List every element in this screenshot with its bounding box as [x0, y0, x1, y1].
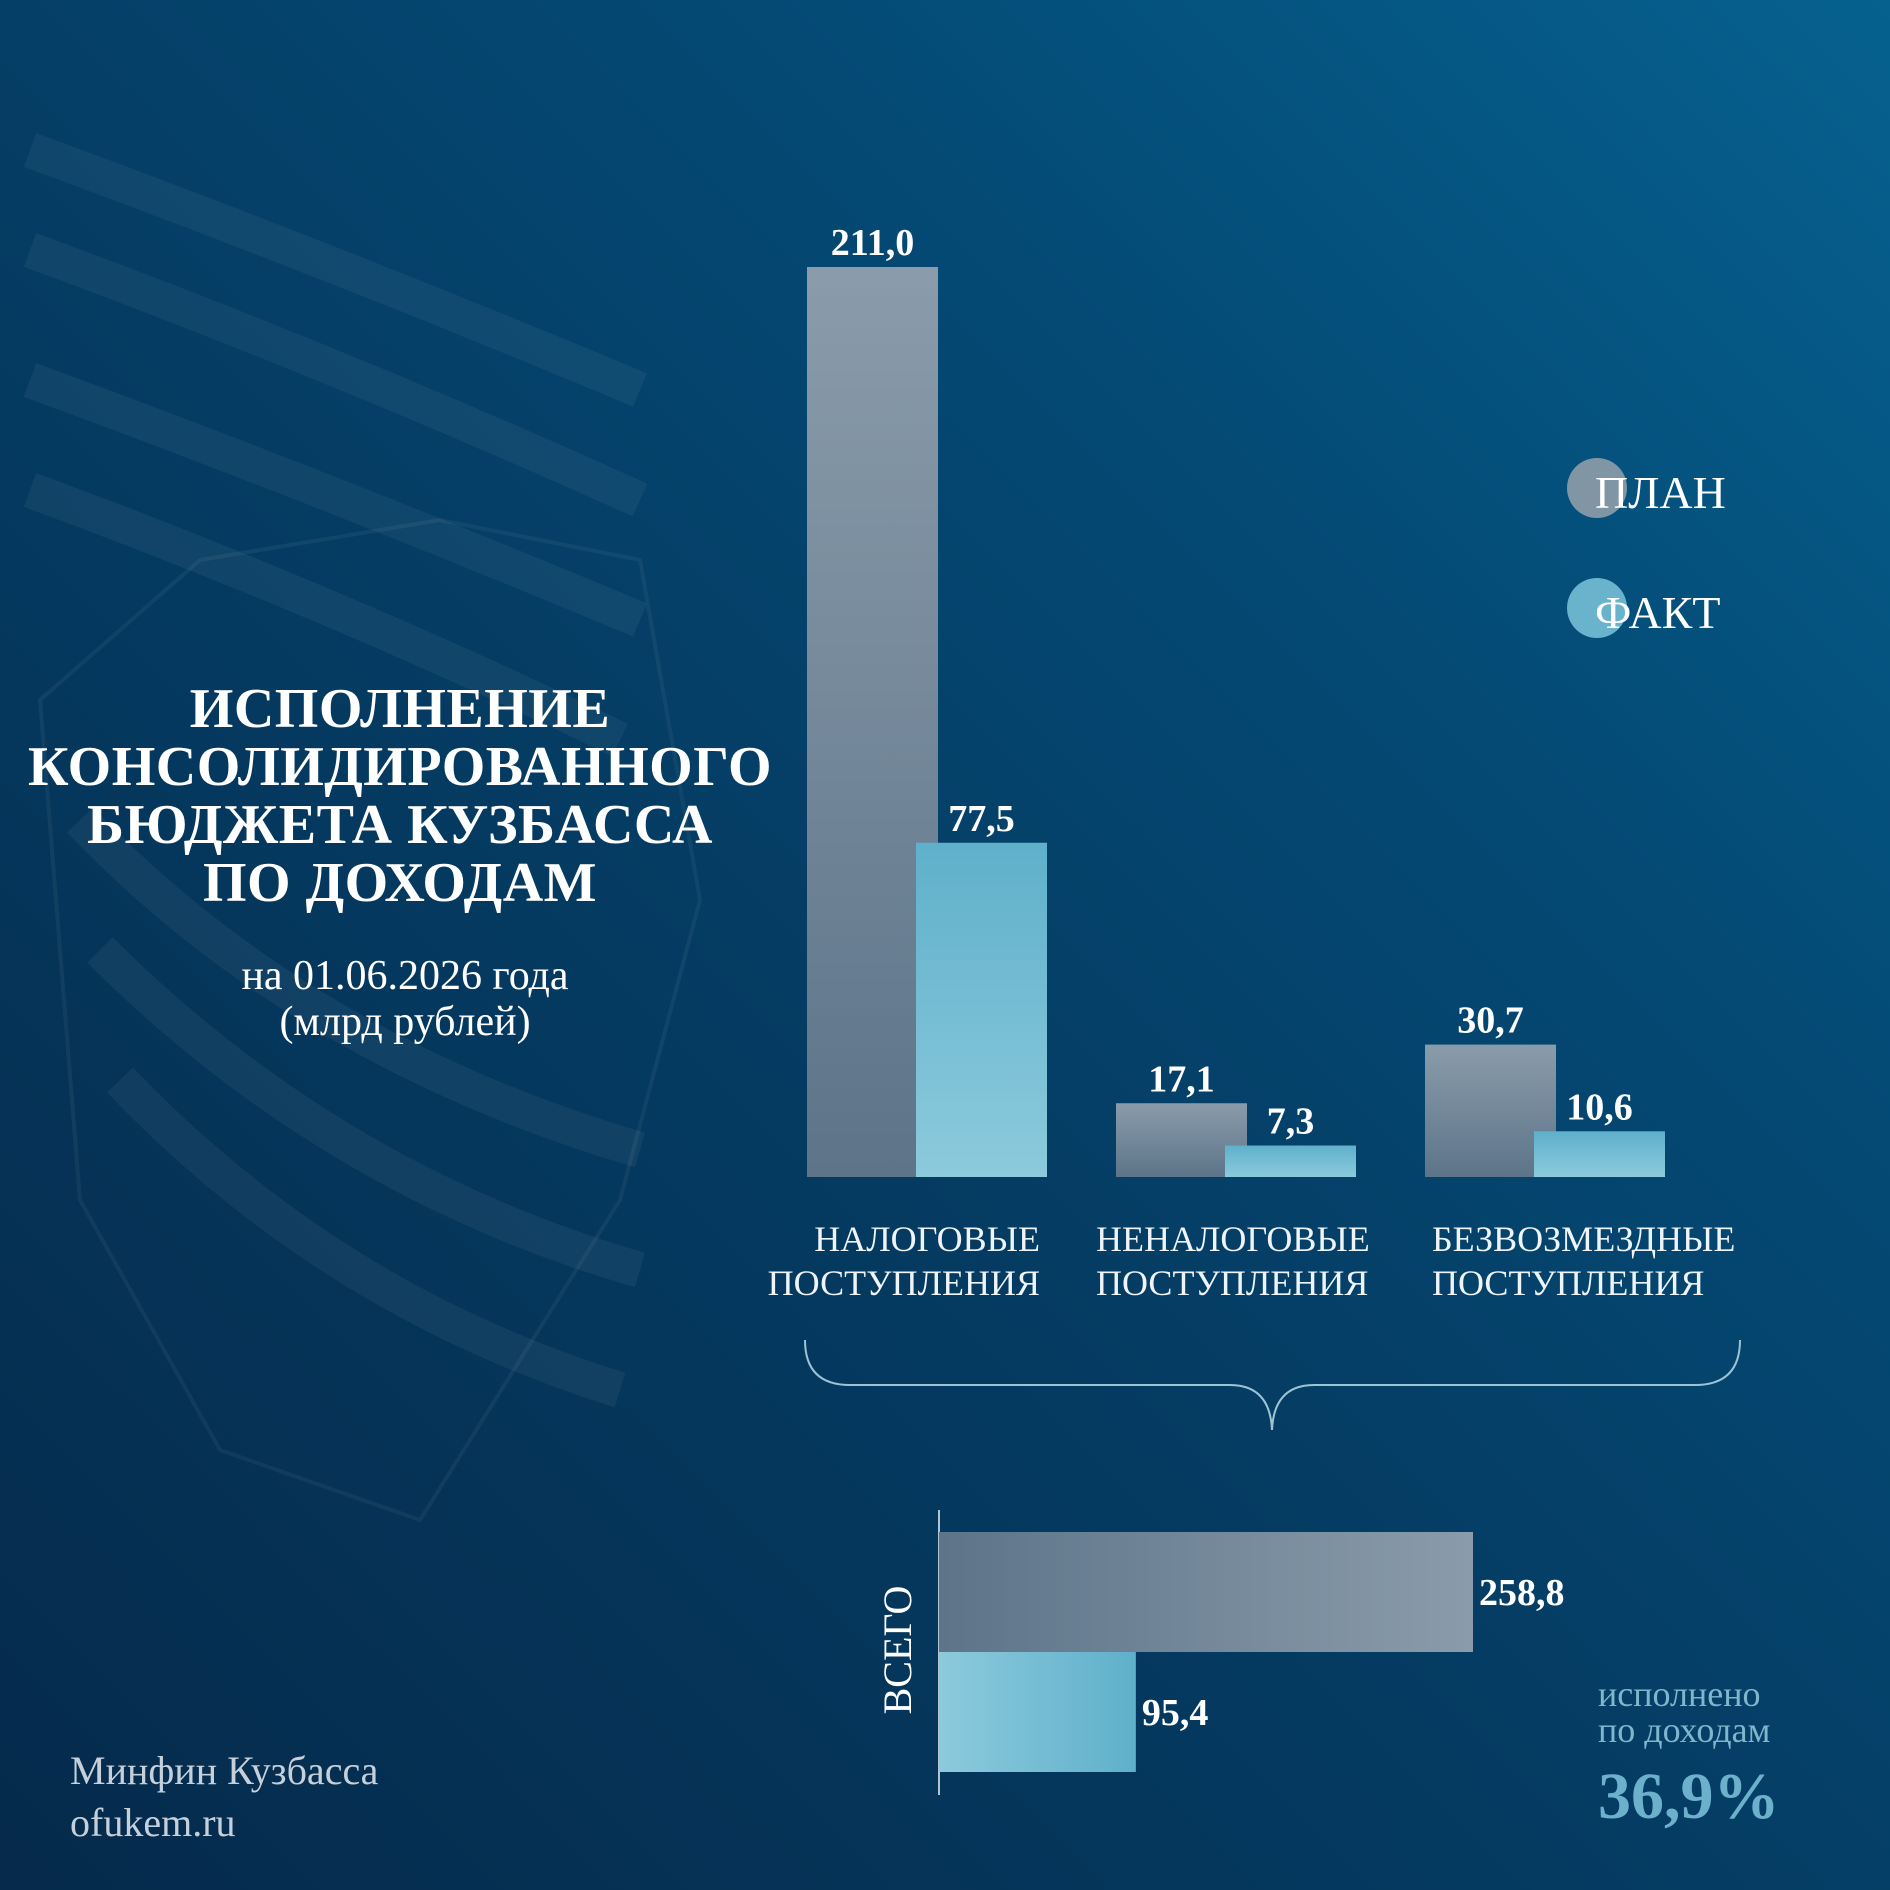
legend-fact-label: ФАКТ — [1595, 587, 1721, 638]
executed-label-line: по доходам — [1598, 1710, 1771, 1750]
legend-fact-dot — [1567, 578, 1627, 638]
fact-bar — [1534, 1131, 1665, 1177]
category-label-line: НАЛОГОВЫЕ — [814, 1219, 1040, 1259]
category-label-line: БЕЗВОЗМЕЗДНЫЕ — [1432, 1219, 1736, 1259]
subtitle-units: (млрд рублей) — [279, 999, 531, 1045]
legend-plan-label: ПЛАН — [1595, 467, 1726, 518]
category-label-grants: БЕЗВОЗМЕЗДНЫЕ ПОСТУПЛЕНИЯ — [1432, 1217, 1735, 1305]
legend-plan-dot — [1567, 458, 1627, 518]
footer-org: Минфин Кузбасса — [70, 1748, 379, 1793]
page-title: ИСПОЛНЕНИЕ КОНСОЛИДИРОВАННОГО БЮДЖЕТА КУ… — [0, 680, 800, 912]
total-plan-bar — [939, 1532, 1473, 1652]
category-label-line: НЕНАЛОГОВЫЕ — [1096, 1219, 1370, 1259]
fact-value-label: 10,6 — [1566, 1086, 1633, 1128]
plan-value-label: 211,0 — [831, 222, 914, 264]
footer-site: ofukem.ru — [70, 1800, 236, 1845]
title-line: ПО ДОХОДАМ — [202, 852, 598, 914]
fact-bar — [916, 842, 1047, 1177]
category-label-nontax: НЕНАЛОГОВЫЕ ПОСТУПЛЕНИЯ — [1096, 1217, 1370, 1305]
fact-bar — [1225, 1145, 1356, 1177]
title-line: ИСПОЛНЕНИЕ — [189, 678, 611, 740]
category-label-tax: НАЛОГОВЫЕ ПОСТУПЛЕНИЯ — [730, 1217, 1040, 1305]
fact-value-label: 7,3 — [1267, 1101, 1315, 1143]
subtitle: на 01.06.2026 года (млрд рублей) — [0, 953, 810, 1045]
total-plan-value-label: 258,8 — [1479, 1572, 1565, 1614]
category-label-line: ПОСТУПЛЕНИЯ — [1096, 1263, 1369, 1303]
category-label-line: ПОСТУПЛЕНИЯ — [1432, 1263, 1705, 1303]
executed-label: исполнено по доходам — [1598, 1676, 1770, 1748]
footer: Минфин Кузбасса ofukem.ru — [70, 1745, 378, 1849]
title-line: КОНСОЛИДИРОВАННОГО — [27, 736, 773, 798]
executed-percent: 36,9% — [1598, 1760, 1780, 1833]
title-line: БЮДЖЕТА КУЗБАССА — [87, 794, 713, 856]
executed-label-line: исполнено — [1598, 1674, 1761, 1714]
total-fact-value-label: 95,4 — [1142, 1692, 1209, 1734]
subtitle-date: на 01.06.2026 года — [241, 953, 569, 999]
total-fact-bar — [939, 1652, 1136, 1772]
total-category-label: ВСЕГО — [875, 1585, 920, 1715]
fact-value-label: 77,5 — [948, 798, 1015, 840]
plan-value-label: 30,7 — [1457, 1000, 1524, 1042]
plan-value-label: 17,1 — [1148, 1058, 1215, 1100]
category-label-line: ПОСТУПЛЕНИЯ — [767, 1263, 1040, 1303]
grouping-brace — [804, 1339, 1741, 1431]
